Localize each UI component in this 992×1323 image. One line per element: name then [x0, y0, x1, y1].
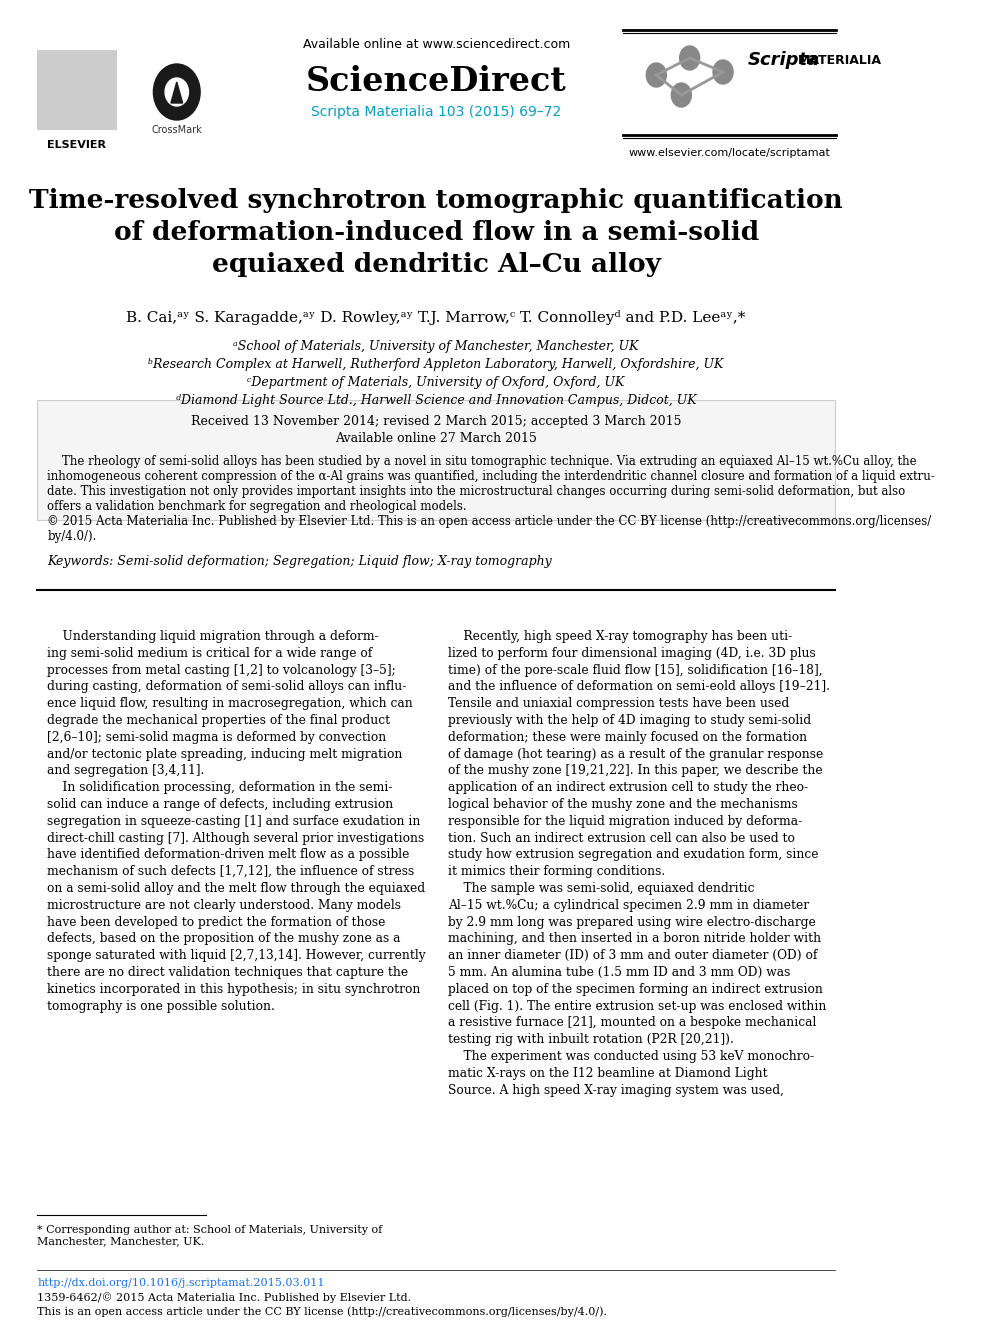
Text: The rheology of semi-solid alloys has been studied by a novel in situ tomographi: The rheology of semi-solid alloys has be… — [48, 455, 935, 542]
Text: Recently, high speed X-ray tomography has been uti-
lized to perform four dimens: Recently, high speed X-ray tomography ha… — [447, 630, 830, 1097]
Text: ELSEVIER: ELSEVIER — [48, 140, 106, 149]
Text: Scripta Materialia 103 (2015) 69–72: Scripta Materialia 103 (2015) 69–72 — [311, 105, 561, 119]
Text: ᵈDiamond Light Source Ltd., Harwell Science and Innovation Campus, Didcot, UK: ᵈDiamond Light Source Ltd., Harwell Scie… — [176, 394, 696, 407]
Polygon shape — [171, 82, 183, 103]
Text: Received 13 November 2014; revised 2 March 2015; accepted 3 March 2015: Received 13 November 2014; revised 2 Mar… — [190, 415, 682, 429]
Text: ᵃSchool of Materials, University of Manchester, Manchester, UK: ᵃSchool of Materials, University of Manc… — [233, 340, 639, 353]
Circle shape — [672, 83, 691, 107]
Circle shape — [165, 78, 188, 106]
Text: ᶜDepartment of Materials, University of Oxford, Oxford, UK: ᶜDepartment of Materials, University of … — [247, 376, 625, 389]
Circle shape — [647, 64, 667, 87]
Text: ᵇResearch Complex at Harwell, Rutherford Appleton Laboratory, Harwell, Oxfordshi: ᵇResearch Complex at Harwell, Rutherford… — [149, 359, 724, 370]
Text: B. Cai,ᵃʸ S. Karagadde,ᵃʸ D. Rowley,ᵃʸ T.J. Marrow,ᶜ T. Connolleyᵈ and P.D. Leeᵃ: B. Cai,ᵃʸ S. Karagadde,ᵃʸ D. Rowley,ᵃʸ T… — [126, 310, 746, 325]
Text: MATERIALIA: MATERIALIA — [799, 53, 882, 66]
Text: www.elsevier.com/locate/scriptamat: www.elsevier.com/locate/scriptamat — [629, 148, 830, 157]
Text: Understanding liquid migration through a deform-
ing semi-solid medium is critic: Understanding liquid migration through a… — [48, 630, 427, 1012]
Text: CrossMark: CrossMark — [152, 124, 202, 135]
Text: This is an open access article under the CC BY license (http://creativecommons.o: This is an open access article under the… — [38, 1306, 607, 1316]
Text: Available online 27 March 2015: Available online 27 March 2015 — [335, 433, 537, 445]
Circle shape — [680, 46, 699, 70]
Text: Keywords: Semi-solid deformation; Segregation; Liquid flow; X-ray tomography: Keywords: Semi-solid deformation; Segreg… — [48, 556, 553, 568]
Text: 1359-6462/© 2015 Acta Materialia Inc. Published by Elsevier Ltd.: 1359-6462/© 2015 Acta Materialia Inc. Pu… — [38, 1293, 412, 1303]
Bar — [623, 25, 835, 146]
Bar — [38, 400, 835, 520]
Circle shape — [154, 64, 200, 120]
Text: Scripta: Scripta — [748, 52, 820, 69]
Text: Available online at www.sciencedirect.com: Available online at www.sciencedirect.co… — [303, 38, 569, 52]
Text: http://dx.doi.org/10.1016/j.scriptamat.2015.03.011: http://dx.doi.org/10.1016/j.scriptamat.2… — [38, 1278, 325, 1289]
Text: Time-resolved synchrotron tomographic quantification
of deformation-induced flow: Time-resolved synchrotron tomographic qu… — [29, 188, 843, 277]
Text: ScienceDirect: ScienceDirect — [306, 65, 566, 98]
Circle shape — [713, 60, 733, 83]
Bar — [38, 50, 117, 130]
Text: * Corresponding author at: School of Materials, University of
Manchester, Manche: * Corresponding author at: School of Mat… — [38, 1225, 383, 1246]
